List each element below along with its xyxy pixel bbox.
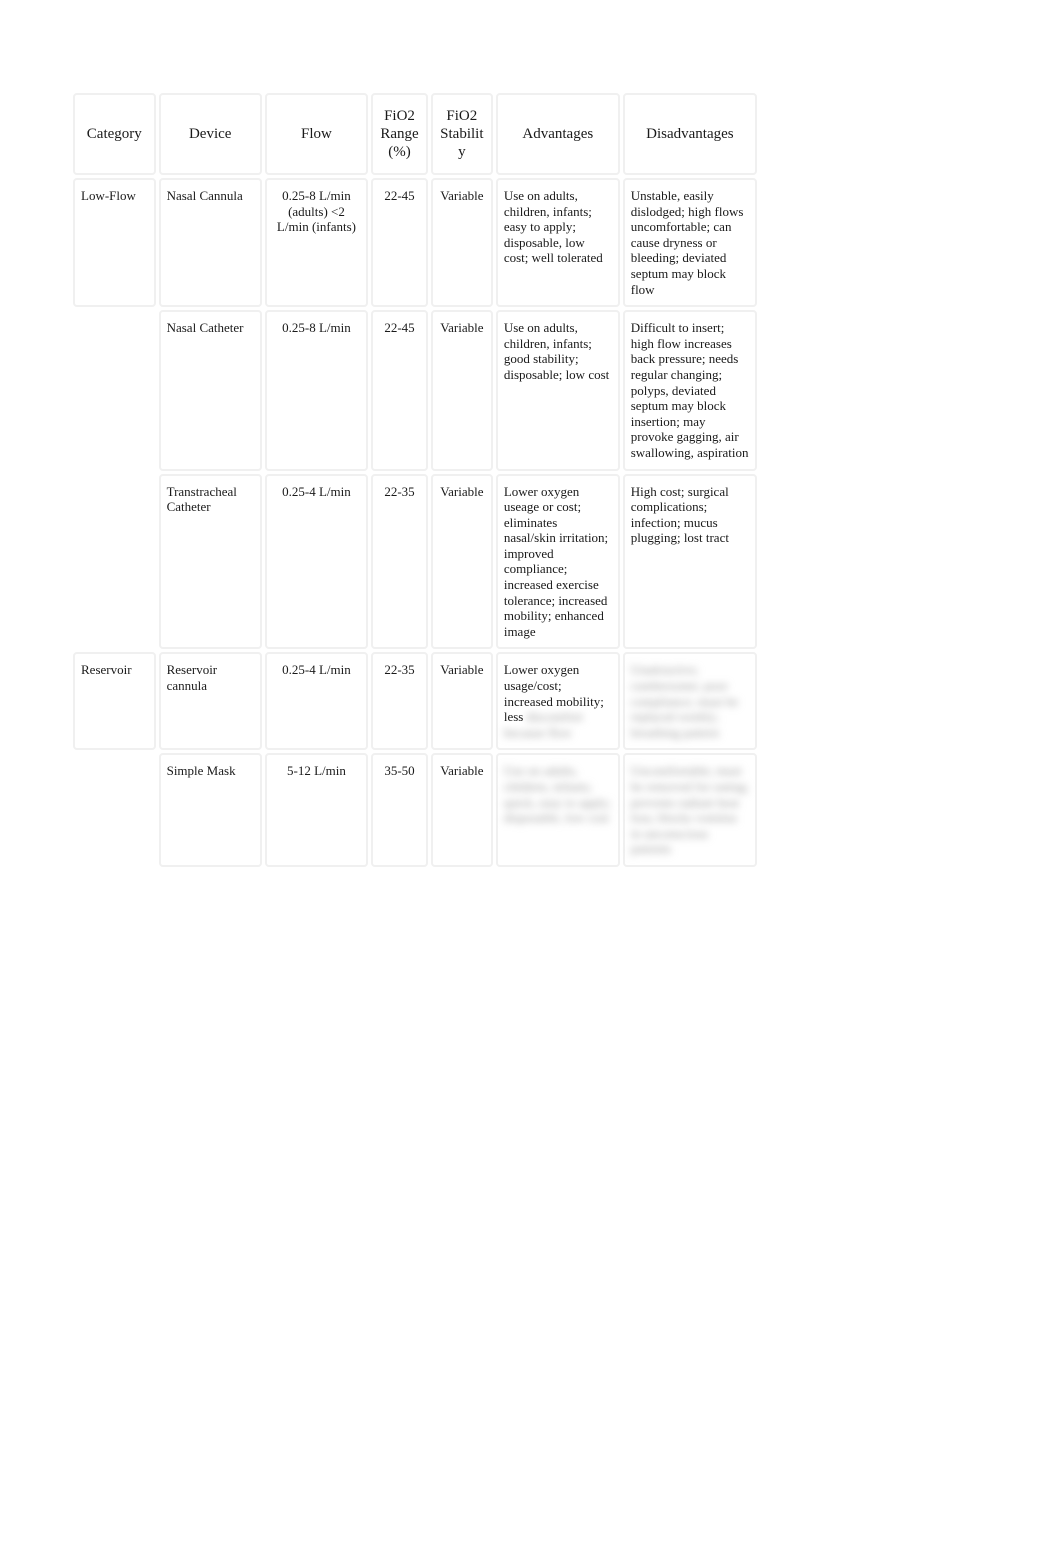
- cell-disadvantages: Unattractive; cumbersome; poor complianc…: [623, 652, 757, 750]
- col-device: Device: [159, 93, 262, 175]
- cell-stability: Variable: [431, 753, 493, 867]
- cell-disadvantages: Unstable, easily dislodged; high flows u…: [623, 178, 757, 307]
- cell-advantages: Use on adults, children, infants; quick,…: [496, 753, 620, 867]
- cell-category: Low-Flow: [73, 178, 156, 307]
- cell-category: [73, 753, 156, 867]
- cell-flow: 0.25-4 L/min: [265, 652, 368, 750]
- cell-stability: Variable: [431, 178, 493, 307]
- cell-flow: 5-12 L/min: [265, 753, 368, 867]
- cell-device: Transtracheal Catheter: [159, 474, 262, 650]
- table-row: Low-Flow Nasal Cannula 0.25-8 L/min (adu…: [73, 178, 757, 307]
- cell-advantages: Lower oxygen usage/cost; increased mobil…: [496, 652, 620, 750]
- cell-range: 22-45: [371, 178, 428, 307]
- col-category: Category: [73, 93, 156, 175]
- cell-stability: Variable: [431, 310, 493, 470]
- cell-flow: 0.25-4 L/min: [265, 474, 368, 650]
- table-row: Reservoir Reservoir cannula 0.25-4 L/min…: [73, 652, 757, 750]
- cell-stability: Variable: [431, 474, 493, 650]
- cell-device: Simple Mask: [159, 753, 262, 867]
- cell-disadvantages: Difficult to insert; high flow increases…: [623, 310, 757, 470]
- cell-category: [73, 474, 156, 650]
- cell-range: 22-35: [371, 652, 428, 750]
- cell-advantages: Use on adults, children, infants; good s…: [496, 310, 620, 470]
- cell-disadvantages-blurred: Unattractive; cumbersome; poor complianc…: [631, 662, 739, 739]
- cell-device: Nasal Cannula: [159, 178, 262, 307]
- table-row: Transtracheal Catheter 0.25-4 L/min 22-3…: [73, 474, 757, 650]
- col-advantages: Advantages: [496, 93, 620, 175]
- col-disadvantages: Disadvantages: [623, 93, 757, 175]
- cell-advantages-blurred: Use on adults, children, infants; quick,…: [504, 763, 612, 825]
- cell-disadvantages-blurred: Uncomfortable; must be removed for eatin…: [631, 763, 749, 856]
- cell-device: Nasal Catheter: [159, 310, 262, 470]
- table-row: Simple Mask 5-12 L/min 35-50 Variable Us…: [73, 753, 757, 867]
- cell-disadvantages: High cost; surgical complications; infec…: [623, 474, 757, 650]
- cell-disadvantages: Uncomfortable; must be removed for eatin…: [623, 753, 757, 867]
- table-row: Nasal Catheter 0.25-8 L/min 22-45 Variab…: [73, 310, 757, 470]
- cell-advantages: Use on adults, children, infants; easy t…: [496, 178, 620, 307]
- cell-device: Reservoir cannula: [159, 652, 262, 750]
- cell-flow: 0.25-8 L/min (adults) <2 L/min (infants): [265, 178, 368, 307]
- page: Category Device Flow FiO2 Range (%) FiO2…: [0, 0, 1062, 870]
- col-flow: Flow: [265, 93, 368, 175]
- cell-range: 22-35: [371, 474, 428, 650]
- col-fio2-stab: FiO2 Stability: [431, 93, 493, 175]
- cell-category: Reservoir: [73, 652, 156, 750]
- cell-advantages: Lower oxygen useage or cost; eliminates …: [496, 474, 620, 650]
- oxygen-devices-table: Category Device Flow FiO2 Range (%) FiO2…: [70, 90, 760, 870]
- table-header-row: Category Device Flow FiO2 Range (%) FiO2…: [73, 93, 757, 175]
- cell-category: [73, 310, 156, 470]
- cell-range: 22-45: [371, 310, 428, 470]
- col-fio2-range: FiO2 Range (%): [371, 93, 428, 175]
- cell-flow: 0.25-8 L/min: [265, 310, 368, 470]
- cell-stability: Variable: [431, 652, 493, 750]
- cell-range: 35-50: [371, 753, 428, 867]
